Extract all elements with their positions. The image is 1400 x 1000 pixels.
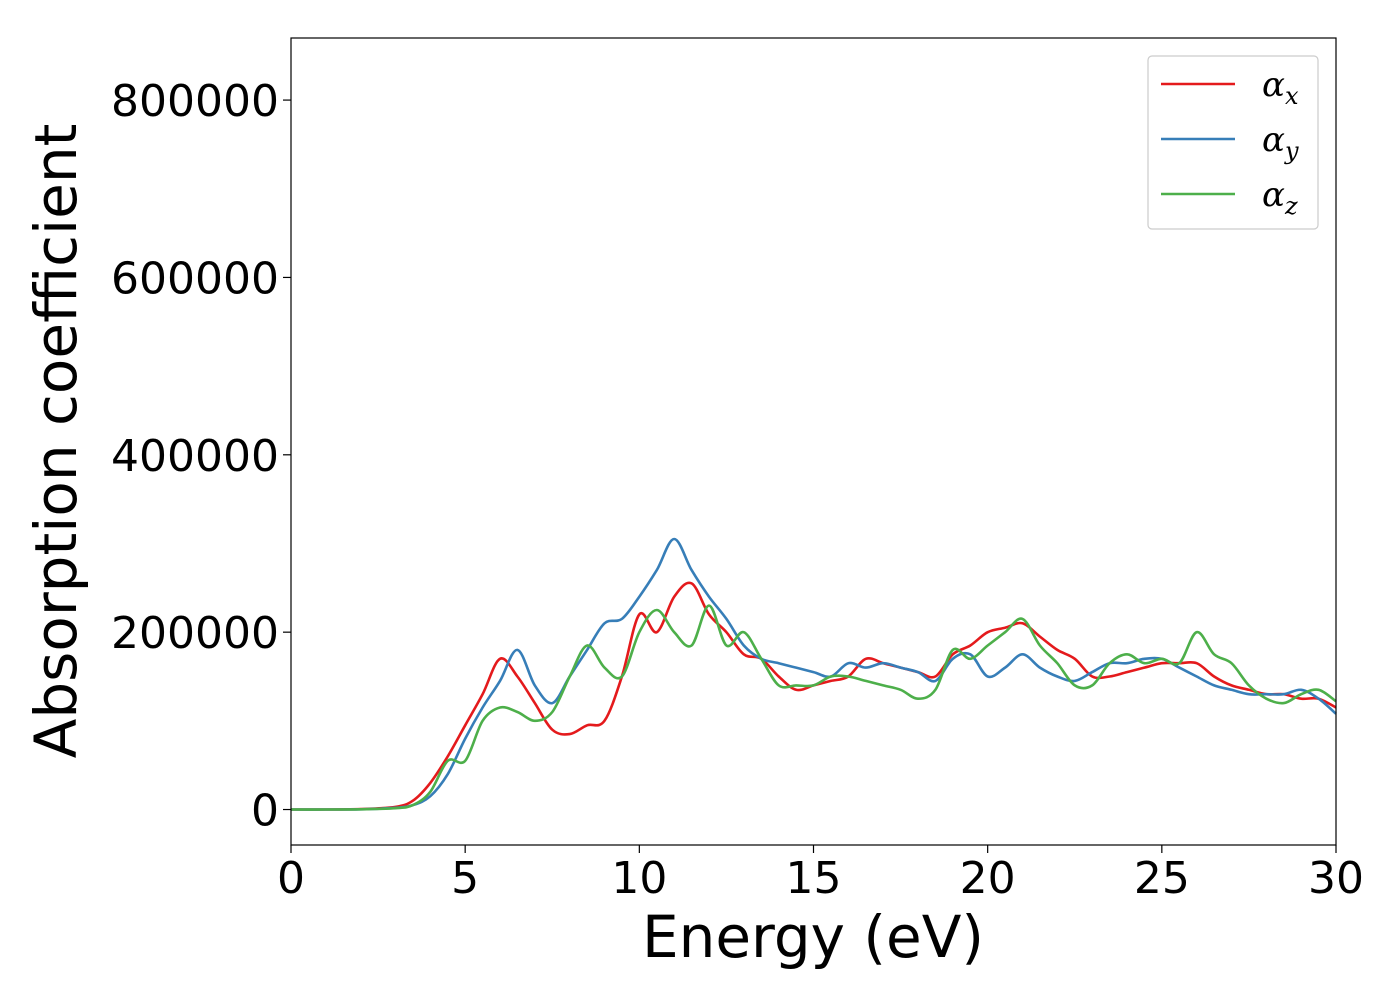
legend-label-z: αz	[1262, 175, 1298, 220]
y-tick-label: 0	[251, 786, 279, 837]
y-axis-title: Absorption coefficient	[22, 124, 90, 759]
legend-symbol: α	[1262, 65, 1285, 105]
legend-subscript: z	[1284, 192, 1298, 220]
legend-subscript: y	[1284, 137, 1299, 165]
x-tick-label: 0	[277, 853, 305, 904]
x-tick-label: 25	[1134, 853, 1190, 904]
x-tick-label: 30	[1308, 853, 1364, 904]
series-line-z	[290, 604, 1337, 811]
legend-label-x: αx	[1262, 65, 1299, 110]
legend-label-y: αy	[1262, 120, 1299, 165]
x-axis-title: Energy (eV)	[642, 903, 984, 971]
legend-symbol: α	[1262, 120, 1285, 160]
legend-box	[1147, 55, 1319, 230]
legend-subscript: x	[1285, 82, 1299, 110]
x-tick-label: 5	[451, 853, 479, 904]
y-tick-label: 800000	[111, 76, 279, 127]
x-axis-ticks: 0 5 10 15 20 25 30	[277, 845, 1364, 904]
series-layer	[290, 537, 1337, 811]
legend-symbol: α	[1262, 175, 1285, 215]
y-axis-ticks: 0 200000 400000 600000 800000	[111, 76, 291, 837]
y-tick-label: 600000	[111, 253, 279, 304]
x-tick-label: 15	[786, 853, 842, 904]
y-tick-label: 200000	[111, 608, 279, 659]
y-tick-label: 400000	[111, 431, 279, 482]
x-tick-label: 10	[611, 853, 667, 904]
x-tick-label: 20	[960, 853, 1016, 904]
